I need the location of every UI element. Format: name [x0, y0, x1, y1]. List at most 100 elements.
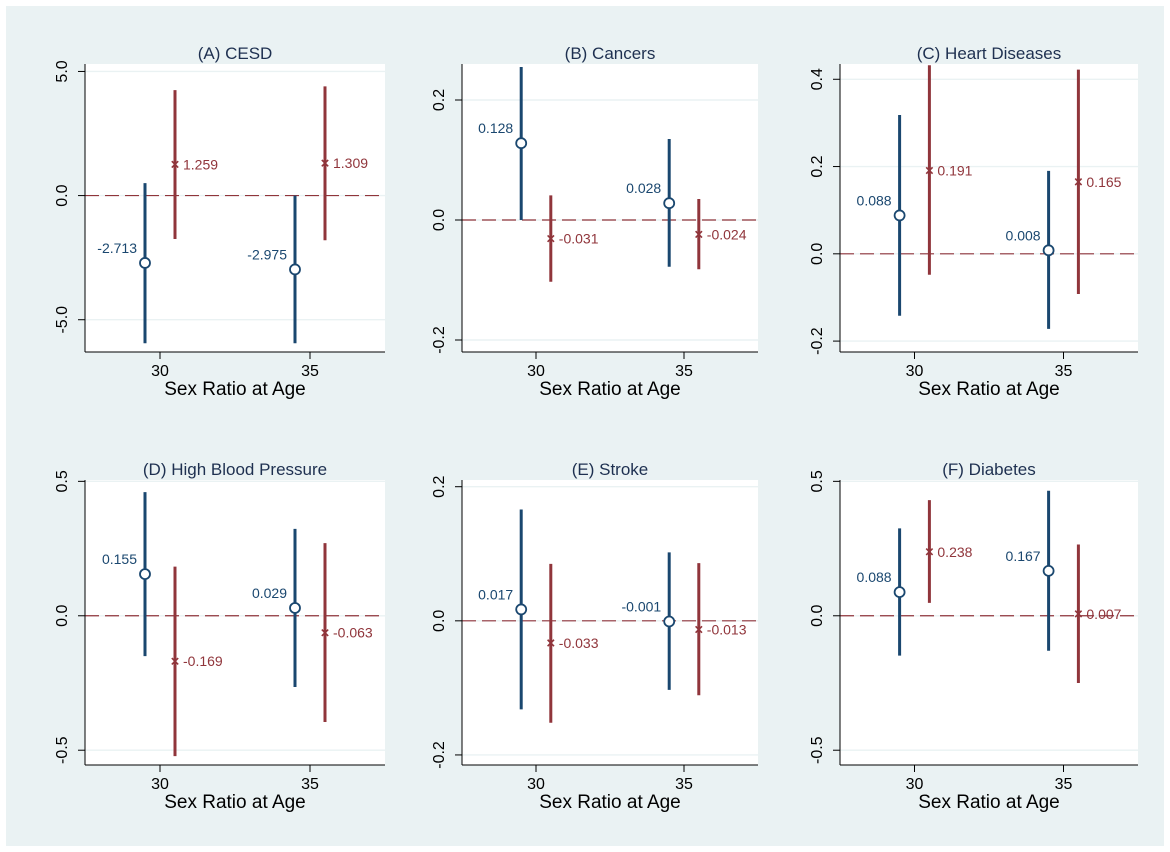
y-tick-label: 0.0 [431, 610, 448, 632]
point-marker [139, 257, 151, 269]
x-axis-title: Sex Ratio at Age [539, 792, 681, 813]
point-marker [321, 159, 329, 167]
x-axis-title: Sex Ratio at Age [918, 379, 1060, 400]
data-label: 0.165 [1086, 174, 1121, 190]
panel-title: (B) Cancers [565, 44, 656, 63]
data-label: 0.007 [1086, 606, 1121, 622]
y-tick-label: 0.5 [54, 470, 71, 492]
y-tick-label: -0.5 [809, 736, 826, 764]
point-marker [321, 628, 329, 637]
point-marker [547, 234, 555, 243]
point-marker [1042, 564, 1055, 577]
x-tick-label: 35 [1055, 776, 1073, 793]
data-label: -2.713 [97, 240, 137, 256]
point-marker [695, 625, 703, 634]
point-marker [171, 160, 179, 169]
x-axis-title: Sex Ratio at Age [164, 792, 306, 813]
panel-title: (D) High Blood Pressure [143, 460, 327, 479]
data-label: 0.191 [937, 162, 972, 178]
data-label: 0.029 [252, 585, 287, 601]
x-tick-label: 35 [675, 363, 693, 380]
point-marker [663, 615, 676, 628]
point-marker [893, 586, 906, 599]
y-tick-label: 0.0 [54, 184, 71, 206]
plot-area [462, 64, 758, 352]
x-tick-label: 30 [527, 776, 545, 793]
y-tick-label: -5.0 [54, 306, 71, 334]
y-tick-label: 0.0 [809, 243, 826, 265]
x-tick-label: 30 [151, 776, 169, 793]
plot-area [85, 480, 385, 765]
data-label: -0.013 [707, 622, 747, 638]
y-tick-label: -0.2 [431, 326, 448, 354]
point-marker [1042, 244, 1055, 257]
x-axis-title: Sex Ratio at Age [918, 792, 1060, 813]
plot-area [840, 480, 1138, 765]
data-label: 0.088 [857, 569, 892, 585]
point-marker [289, 263, 301, 276]
plot-area [840, 64, 1138, 352]
data-label: -0.031 [559, 231, 599, 247]
panel-title: (C) Heart Diseases [917, 44, 1062, 63]
point-marker [925, 548, 934, 556]
point-marker [695, 230, 703, 239]
data-label: -2.975 [247, 246, 287, 262]
x-tick-label: 30 [906, 776, 924, 793]
y-tick-label: 0.2 [809, 155, 826, 177]
point-marker [171, 657, 179, 665]
y-tick-label: 0.4 [809, 68, 826, 90]
data-label: -0.024 [707, 226, 747, 242]
data-label: 0.088 [857, 192, 892, 208]
point-marker [289, 602, 301, 614]
point-marker [925, 166, 934, 175]
x-axis-title: Sex Ratio at Age [164, 379, 306, 400]
y-tick-label: 0.5 [809, 470, 826, 492]
data-label: 1.259 [183, 156, 218, 172]
x-tick-label: 35 [301, 363, 319, 380]
data-label: 0.017 [478, 586, 513, 602]
point-marker [515, 603, 528, 616]
x-axis-title: Sex Ratio at Age [539, 379, 681, 400]
y-tick-label: -0.5 [54, 736, 71, 764]
y-tick-label: -0.2 [431, 741, 448, 769]
data-label: -0.033 [559, 635, 599, 651]
panel-title: (E) Stroke [572, 460, 649, 479]
y-tick-label: 5.0 [54, 60, 71, 82]
data-label: 0.167 [1006, 548, 1041, 564]
y-tick-label: 0.0 [809, 605, 826, 627]
y-tick-label: 0.2 [431, 89, 448, 111]
data-label: -0.001 [621, 598, 661, 614]
point-marker [139, 568, 151, 581]
x-tick-label: 30 [906, 363, 924, 380]
x-tick-label: 35 [301, 776, 319, 793]
panel-title: (F) Diabetes [942, 460, 1036, 479]
y-tick-label: 0.0 [431, 209, 448, 231]
point-marker [663, 197, 676, 210]
point-marker [1074, 610, 1083, 618]
y-tick-label: 0.2 [431, 475, 448, 497]
y-tick-label: 0.0 [54, 605, 71, 627]
plot-area [85, 64, 385, 352]
data-label: 0.008 [1006, 227, 1041, 243]
panel-title: (A) CESD [198, 44, 273, 63]
x-tick-label: 35 [1055, 363, 1073, 380]
point-marker [515, 137, 528, 150]
point-marker [547, 639, 555, 647]
x-tick-label: 30 [527, 363, 545, 380]
y-tick-label: -0.2 [809, 327, 826, 355]
data-label: -0.169 [183, 653, 223, 669]
data-label: 0.155 [102, 551, 137, 567]
data-label: 1.309 [333, 155, 368, 171]
point-marker [893, 209, 906, 222]
x-tick-label: 30 [151, 363, 169, 380]
data-label: 0.028 [626, 180, 661, 196]
data-label: 0.128 [478, 120, 513, 136]
